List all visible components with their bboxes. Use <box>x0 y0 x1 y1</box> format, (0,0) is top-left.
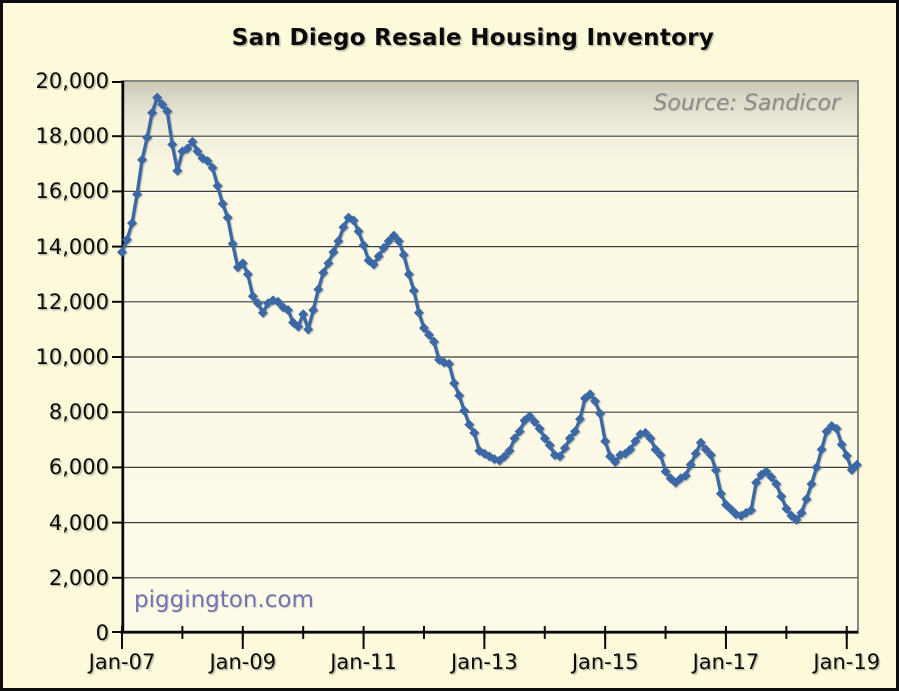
y-tick-label: 10,000 <box>35 345 109 369</box>
x-tick-label: Jan-17 <box>692 650 760 674</box>
plot-area <box>112 80 862 649</box>
watermark-link[interactable]: piggington.com <box>134 587 314 613</box>
x-tick-label: Jan-07 <box>88 650 156 674</box>
x-tick-label: Jan-15 <box>571 650 639 674</box>
x-tick-label: Jan-11 <box>330 650 397 674</box>
y-tick-label: 12,000 <box>35 289 109 314</box>
data-series <box>117 92 862 525</box>
y-tick-label: 0 <box>95 621 109 645</box>
source-note: Source: Sandicor <box>653 91 840 116</box>
x-tick-label: Jan-09 <box>209 650 277 674</box>
y-tick-label: 14,000 <box>35 234 109 259</box>
y-tick-label: 6,000 <box>48 455 109 480</box>
y-tick-label: 18,000 <box>35 124 109 149</box>
x-tick-label: Jan-19 <box>813 650 881 674</box>
y-tick-label: 16,000 <box>35 179 109 204</box>
y-tick-label: 20,000 <box>35 69 109 93</box>
inventory-line-chart <box>112 80 862 649</box>
axes <box>112 81 858 649</box>
y-tick-label: 2,000 <box>48 565 109 590</box>
gridlines <box>122 135 858 580</box>
y-tick-label: 8,000 <box>48 400 109 425</box>
x-tick-label: Jan-13 <box>451 650 518 674</box>
chart-title: San Diego Resale Housing Inventory <box>231 25 715 51</box>
y-tick-label: 4,000 <box>48 510 109 535</box>
